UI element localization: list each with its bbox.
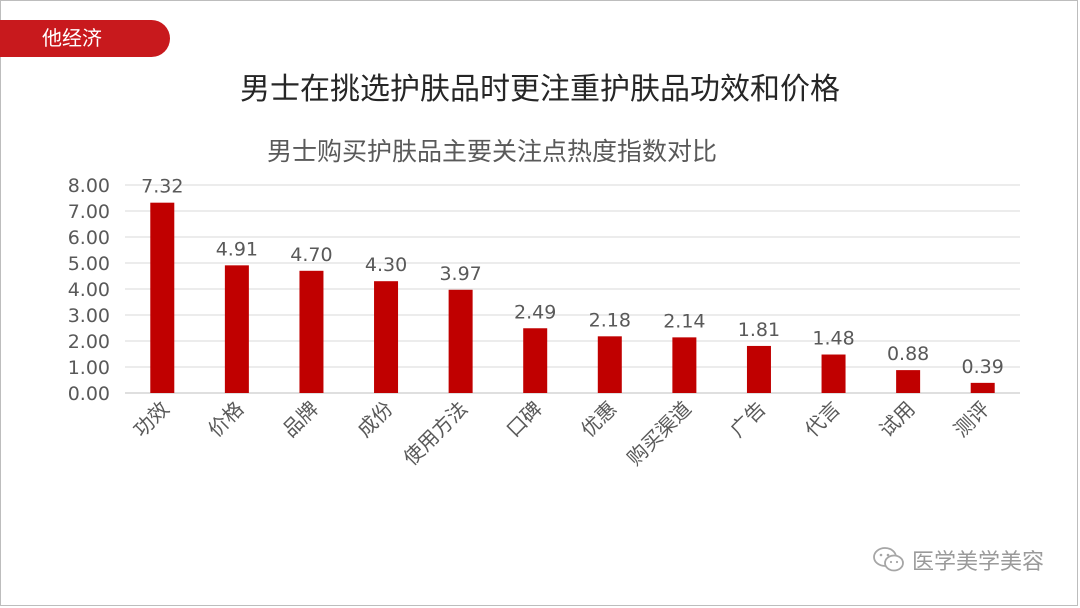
y-tick-label: 6.00 <box>68 227 110 249</box>
data-label: 7.32 <box>141 176 183 198</box>
slide-headline: 男士在挑选护肤品时更注重护肤品功效和价格 <box>240 72 840 107</box>
data-label: 4.91 <box>216 238 258 260</box>
data-label: 2.14 <box>663 310 705 332</box>
data-label: 1.81 <box>738 319 780 341</box>
x-tick-label: 价格 <box>203 397 248 442</box>
x-tick-label: 代言 <box>800 397 845 442</box>
x-tick-label: 功效 <box>129 397 174 442</box>
data-label: 2.49 <box>514 301 556 323</box>
data-labels: 7.32 4.91 4.70 4.30 3.97 2.49 2.18 2.14 1.81 1.48… <box>141 176 1004 378</box>
bar <box>448 289 473 393</box>
bar <box>597 336 622 393</box>
y-tick-label: 1.00 <box>68 357 110 379</box>
bar <box>746 345 771 393</box>
data-label: 2.18 <box>589 309 631 331</box>
y-tick-label: 3.00 <box>68 305 110 327</box>
x-tick-label: 测评 <box>949 397 994 442</box>
bar <box>821 354 846 393</box>
data-label: 0.39 <box>962 356 1004 378</box>
bar <box>672 337 697 393</box>
wechat-icon <box>873 547 904 572</box>
x-tick-label: 使用方法 <box>399 397 473 471</box>
bar <box>896 370 921 393</box>
y-tick-label: 7.00 <box>68 201 110 223</box>
x-tick-label: 购买渠道 <box>622 397 696 471</box>
bar <box>224 265 249 393</box>
x-axis-ticks: 功效 价格 品牌 成份 使用方法 口碑 优惠 购买渠道 广告 代言 试用 测评 <box>129 397 995 471</box>
bar <box>523 328 548 393</box>
y-tick-label: 8.00 <box>68 175 110 197</box>
watermark: 医学美学美容 <box>872 545 1044 575</box>
y-tick-label: 2.00 <box>68 331 110 353</box>
data-label: 1.48 <box>812 328 854 350</box>
chart-title: 男士购买护肤品主要关注点热度指数对比 <box>267 137 717 166</box>
bars <box>150 202 995 393</box>
x-tick-label: 广告 <box>725 397 770 442</box>
x-tick-label: 试用 <box>874 397 919 442</box>
bar <box>299 270 324 393</box>
x-tick-label: 成份 <box>352 397 397 442</box>
x-tick-label: 口碑 <box>501 397 546 442</box>
data-label: 4.70 <box>290 244 332 266</box>
data-label: 3.97 <box>439 263 481 285</box>
x-tick-label: 优惠 <box>576 397 621 442</box>
y-tick-label: 4.00 <box>68 279 110 301</box>
y-tick-label: 0.00 <box>68 383 110 405</box>
gridlines <box>125 184 1020 394</box>
section-badge: 他经济 <box>0 20 170 57</box>
bar <box>970 382 995 393</box>
y-axis-ticks: 0.00 1.00 2.00 3.00 4.00 5.00 6.00 7.00 8.00 <box>68 175 110 405</box>
data-label: 4.30 <box>365 254 407 276</box>
bar <box>374 281 399 393</box>
bar <box>150 202 175 393</box>
watermark-text: 医学美学美容 <box>911 550 1044 575</box>
y-tick-label: 5.00 <box>68 253 110 275</box>
x-tick-label: 品牌 <box>278 397 323 442</box>
data-label: 0.88 <box>887 343 929 365</box>
